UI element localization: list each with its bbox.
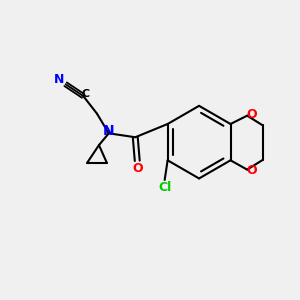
Text: N: N bbox=[53, 73, 64, 86]
Text: N: N bbox=[103, 124, 115, 138]
Text: Cl: Cl bbox=[158, 181, 171, 194]
Text: O: O bbox=[247, 164, 257, 177]
Text: O: O bbox=[247, 108, 257, 121]
Text: C: C bbox=[81, 89, 89, 99]
Text: O: O bbox=[132, 162, 142, 175]
